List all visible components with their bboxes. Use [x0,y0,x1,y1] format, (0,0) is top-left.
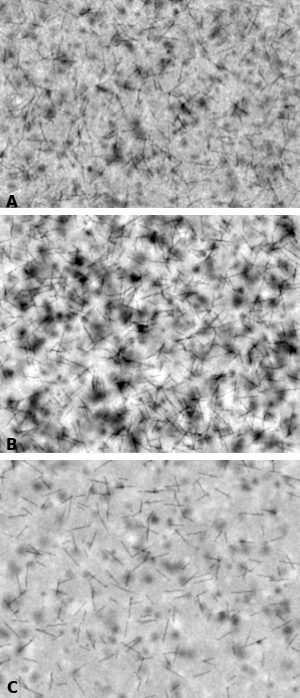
Text: B: B [6,438,18,453]
Text: A: A [6,195,18,210]
Text: C: C [6,681,17,697]
